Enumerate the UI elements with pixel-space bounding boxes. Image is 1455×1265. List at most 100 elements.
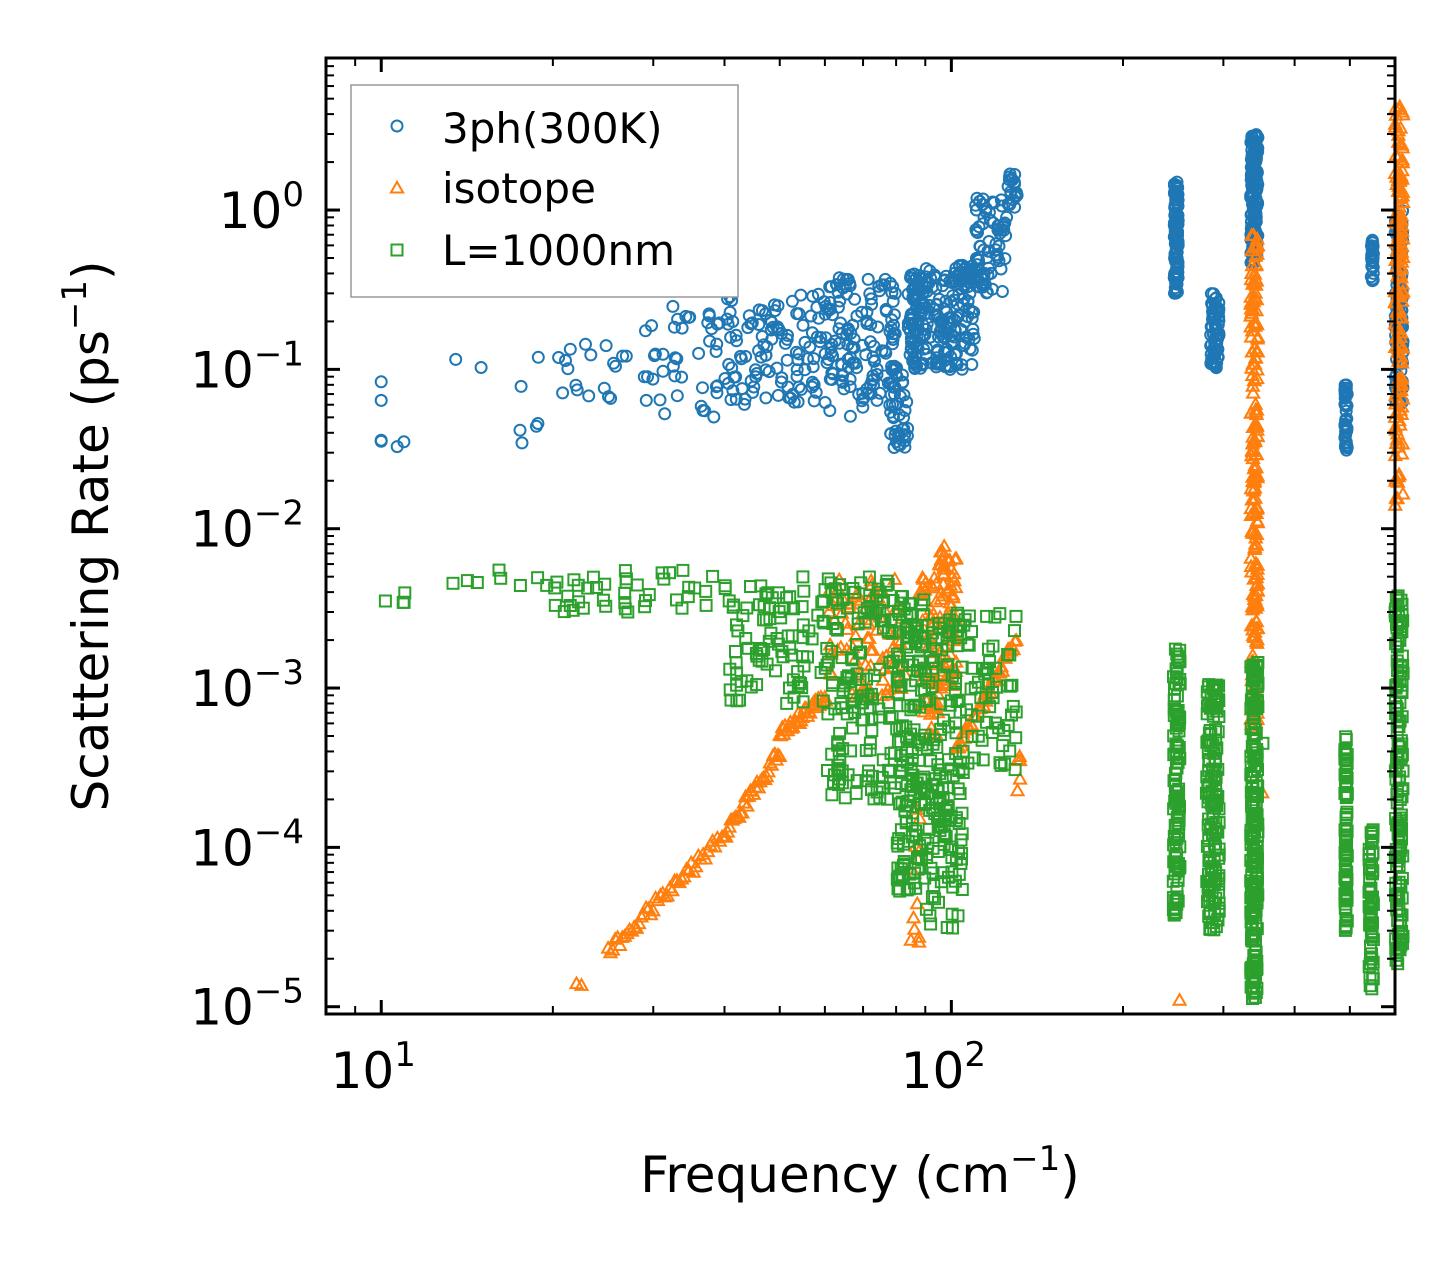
data-point — [1390, 621, 1404, 635]
data-point — [1393, 167, 1409, 182]
data-point — [922, 608, 939, 622]
data-point — [785, 294, 799, 308]
data-point — [1008, 624, 1021, 638]
data-point — [1200, 685, 1214, 699]
data-point — [1171, 791, 1185, 805]
data-point — [513, 423, 527, 437]
data-point — [1005, 708, 1018, 722]
data-point — [1365, 866, 1379, 880]
data-point — [847, 693, 861, 707]
data-point — [981, 661, 995, 675]
data-point — [1199, 786, 1213, 800]
data-point — [1393, 245, 1409, 260]
data-point — [870, 393, 884, 407]
data-point — [903, 932, 919, 946]
data-point — [955, 847, 969, 860]
data-point — [1394, 217, 1410, 232]
data-point — [1364, 908, 1377, 922]
data-point — [641, 370, 654, 384]
data-point — [1008, 763, 1022, 777]
data-point — [845, 653, 859, 667]
data-point — [891, 686, 905, 700]
data-point — [721, 317, 735, 331]
data-point — [933, 763, 947, 777]
data-point — [867, 372, 881, 386]
data-point — [772, 605, 786, 619]
data-point — [1366, 846, 1380, 860]
data-point — [1206, 309, 1220, 323]
data-point — [949, 671, 963, 685]
data-point — [796, 318, 810, 332]
data-point — [971, 729, 985, 743]
data-point — [894, 862, 908, 876]
data-point — [950, 358, 964, 372]
data-point — [936, 558, 953, 573]
data-point — [844, 744, 858, 758]
data-point — [989, 243, 1003, 257]
data-point — [951, 268, 965, 282]
data-point — [931, 784, 945, 798]
data-point — [828, 334, 842, 348]
data-point — [1171, 798, 1185, 812]
data-point — [1012, 770, 1028, 785]
data-point — [1394, 136, 1410, 151]
data-point — [951, 782, 965, 796]
data-point — [953, 259, 966, 272]
data-point — [961, 637, 975, 651]
data-point — [692, 346, 706, 360]
data-point — [973, 280, 987, 294]
data-point — [1249, 370, 1265, 385]
data-point — [1248, 723, 1262, 737]
data-point — [818, 347, 832, 361]
data-point — [898, 404, 912, 417]
data-point — [1170, 761, 1184, 775]
data-point — [1249, 230, 1266, 245]
data-point — [805, 632, 819, 646]
data-point — [1248, 134, 1262, 148]
data-point — [1249, 557, 1266, 571]
data-point — [762, 365, 776, 379]
data-point — [1366, 273, 1380, 287]
data-point — [1394, 398, 1410, 413]
data-points — [374, 98, 1411, 1006]
legend-label-3ph: 3ph(300K) — [442, 104, 662, 153]
plot-frame — [324, 56, 1397, 1016]
data-point — [885, 626, 899, 640]
data-point — [1245, 932, 1258, 946]
data-point — [1243, 300, 1259, 315]
data-point — [734, 804, 751, 819]
data-point — [906, 293, 920, 307]
data-point — [945, 851, 959, 864]
data-point — [658, 407, 672, 421]
data-point — [839, 621, 856, 635]
data-point — [1247, 457, 1263, 471]
data-point — [1246, 781, 1260, 794]
data-point — [873, 284, 886, 298]
data-point — [1173, 800, 1186, 814]
data-point — [734, 349, 747, 363]
data-point — [744, 374, 758, 388]
data-point — [619, 572, 633, 586]
data-point — [515, 436, 529, 450]
data-point — [890, 670, 904, 684]
data-point — [1168, 281, 1182, 295]
data-point — [893, 699, 907, 713]
data-point — [976, 753, 990, 767]
data-point — [946, 921, 959, 935]
data-point — [970, 258, 984, 272]
data-point — [797, 659, 811, 673]
data-point — [1390, 640, 1404, 654]
data-point — [890, 647, 904, 661]
data-point — [855, 394, 869, 408]
y-tick-label: 100 — [219, 175, 304, 240]
data-point — [514, 379, 528, 393]
data-point — [830, 278, 843, 292]
data-point — [1003, 648, 1017, 662]
data-point — [896, 590, 909, 604]
data-point — [875, 344, 889, 358]
data-point — [474, 361, 488, 374]
data-point — [378, 594, 392, 608]
data-point — [902, 626, 916, 640]
data-point — [1339, 757, 1353, 771]
data-point — [824, 576, 838, 590]
